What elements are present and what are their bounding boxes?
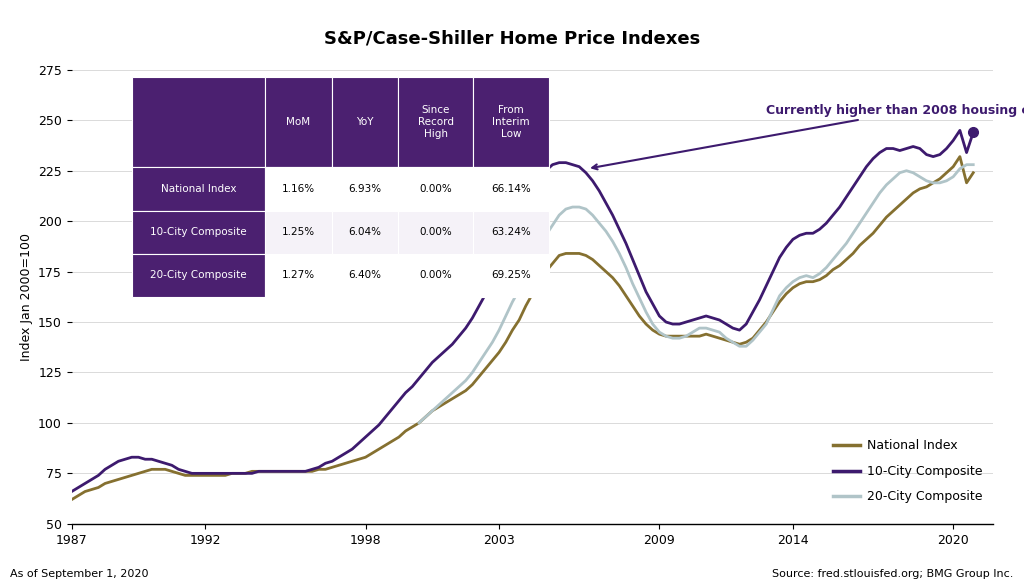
- Bar: [473, 77, 549, 168]
- Text: From
Interim
Low: From Interim Low: [493, 105, 530, 139]
- Text: 0.00%: 0.00%: [420, 227, 452, 237]
- Bar: [332, 77, 398, 168]
- Bar: [265, 168, 332, 211]
- Bar: [398, 254, 473, 297]
- Bar: [473, 254, 549, 297]
- Bar: [398, 168, 473, 211]
- Bar: [265, 254, 332, 297]
- Text: Currently higher than 2008 housing crisis: Currently higher than 2008 housing crisi…: [592, 104, 1024, 169]
- Bar: [332, 211, 398, 254]
- Bar: [131, 168, 265, 211]
- Text: MoM: MoM: [287, 117, 310, 127]
- Bar: [332, 168, 398, 211]
- Text: 1.27%: 1.27%: [282, 270, 315, 281]
- Y-axis label: Index Jan 2000=100: Index Jan 2000=100: [19, 233, 33, 361]
- Text: 10-City Composite: 10-City Composite: [151, 227, 247, 237]
- Text: Source: fred.stlouisfed.org; BMG Group Inc.: Source: fred.stlouisfed.org; BMG Group I…: [772, 569, 1014, 579]
- Text: 1.16%: 1.16%: [282, 184, 315, 194]
- Text: 20-City Composite: 20-City Composite: [151, 270, 247, 281]
- Bar: [131, 77, 265, 168]
- Text: 6.04%: 6.04%: [348, 227, 381, 237]
- Text: YoY: YoY: [356, 117, 374, 127]
- Text: As of September 1, 2020: As of September 1, 2020: [10, 569, 148, 579]
- Text: 0.00%: 0.00%: [420, 184, 452, 194]
- Text: 0.00%: 0.00%: [420, 270, 452, 281]
- Text: 6.40%: 6.40%: [348, 270, 381, 281]
- Text: Since
Record
High: Since Record High: [418, 105, 454, 139]
- Text: 66.14%: 66.14%: [492, 184, 531, 194]
- Bar: [265, 211, 332, 254]
- Bar: [473, 168, 549, 211]
- Bar: [398, 77, 473, 168]
- Bar: [473, 211, 549, 254]
- Text: 6.93%: 6.93%: [348, 184, 381, 194]
- Text: National Index: National Index: [161, 184, 237, 194]
- Bar: [332, 254, 398, 297]
- Bar: [131, 254, 265, 297]
- Text: 69.25%: 69.25%: [492, 270, 531, 281]
- Text: S&P/Case-Shiller Home Price Indexes: S&P/Case-Shiller Home Price Indexes: [324, 29, 700, 47]
- Bar: [398, 211, 473, 254]
- Text: 1.25%: 1.25%: [282, 227, 315, 237]
- Legend: National Index, 10-City Composite, 20-City Composite: National Index, 10-City Composite, 20-Ci…: [827, 435, 987, 509]
- Text: 63.24%: 63.24%: [492, 227, 531, 237]
- Bar: [131, 211, 265, 254]
- Bar: [265, 77, 332, 168]
